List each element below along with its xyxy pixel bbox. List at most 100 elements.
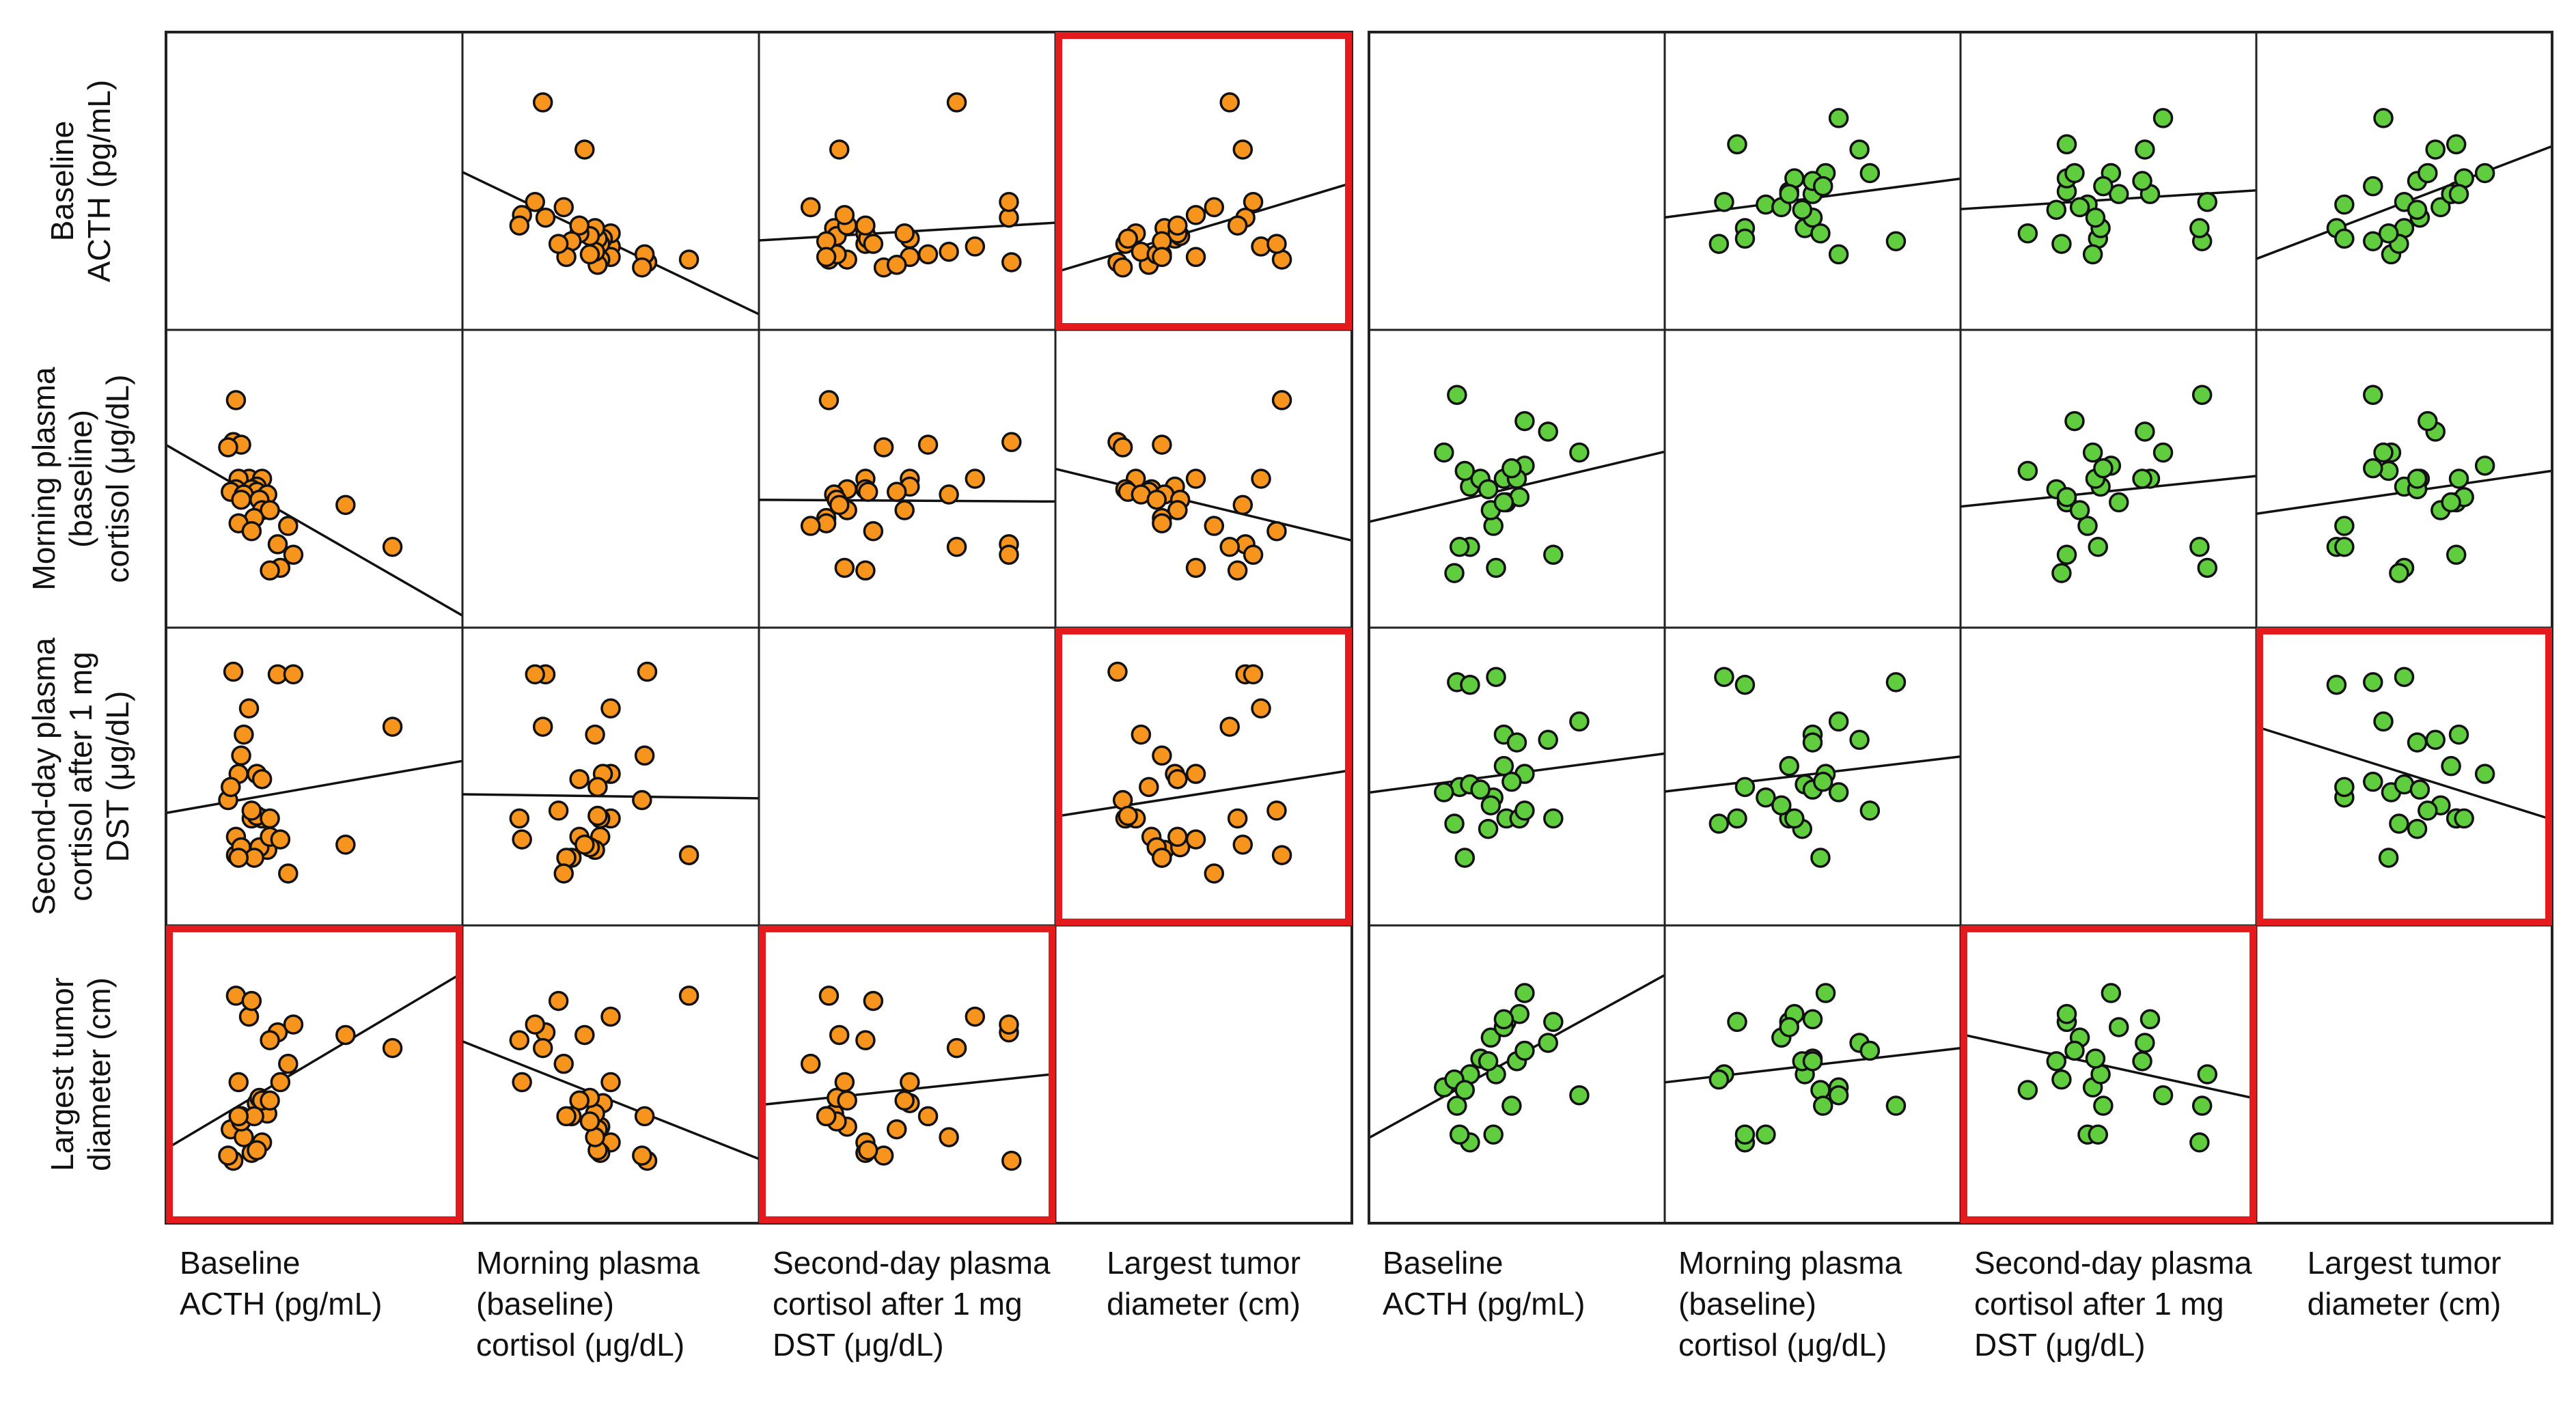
data-point bbox=[1483, 1124, 1504, 1145]
data-point bbox=[335, 1024, 356, 1046]
data-point bbox=[1107, 661, 1128, 682]
data-point bbox=[2446, 134, 2467, 155]
data-point bbox=[2135, 421, 2155, 442]
data-point bbox=[225, 390, 247, 410]
data-point bbox=[2197, 557, 2218, 578]
data-point bbox=[965, 469, 986, 489]
cell-frame bbox=[165, 626, 464, 927]
row-label-line: Morning plasma bbox=[26, 367, 61, 591]
data-point bbox=[999, 1014, 1019, 1035]
data-point bbox=[1185, 557, 1206, 578]
cell-left-r0-c3 bbox=[1054, 31, 1353, 331]
cell-left-r3-c0 bbox=[165, 924, 464, 1225]
data-point bbox=[2441, 755, 2461, 777]
data-point bbox=[1812, 1095, 1833, 1116]
row-label-line: ACTH (pg/mL) bbox=[81, 80, 117, 282]
data-point bbox=[283, 1014, 304, 1035]
data-point bbox=[1538, 421, 1558, 442]
cell-right-r1-c1 bbox=[1663, 329, 1962, 629]
data-point bbox=[1708, 1069, 1730, 1090]
data-point bbox=[1185, 469, 1206, 489]
data-point bbox=[1569, 1085, 1590, 1106]
regression-line bbox=[165, 759, 463, 815]
cell-right-r3-c0 bbox=[1368, 924, 1666, 1225]
data-point bbox=[1185, 764, 1206, 784]
data-point bbox=[946, 537, 967, 557]
data-point bbox=[1569, 711, 1590, 732]
data-point bbox=[1543, 808, 1564, 829]
data-point bbox=[632, 257, 652, 278]
data-point bbox=[1271, 390, 1292, 410]
data-point bbox=[1152, 513, 1172, 533]
data-point bbox=[1219, 716, 1240, 737]
data-point bbox=[2139, 1009, 2161, 1030]
data-point bbox=[1708, 813, 1730, 834]
data-point bbox=[1779, 184, 1799, 204]
data-point bbox=[1501, 458, 1522, 479]
data-point bbox=[270, 829, 291, 850]
data-point bbox=[1714, 191, 1734, 212]
data-point bbox=[553, 863, 574, 884]
cell-left-r2-c1 bbox=[461, 626, 760, 927]
data-point bbox=[1434, 782, 1454, 802]
data-point bbox=[1810, 223, 1831, 244]
row-label-line: cortisol (μg/dL) bbox=[100, 374, 135, 583]
column-label-line: ACTH (pg/mL) bbox=[180, 1286, 382, 1322]
data-point bbox=[2363, 458, 2383, 479]
column-label-line: ACTH (pg/mL) bbox=[1383, 1286, 1585, 1322]
data-point bbox=[1434, 442, 1454, 463]
data-point bbox=[2418, 410, 2438, 432]
data-point bbox=[829, 1024, 850, 1046]
cell-frame bbox=[1959, 626, 2258, 927]
data-point bbox=[946, 1037, 967, 1059]
data-point bbox=[1185, 247, 1206, 268]
cell-frame bbox=[461, 31, 760, 331]
cell-left-r2-c0 bbox=[165, 626, 464, 927]
cell-left-r0-c0 bbox=[165, 31, 464, 331]
cell-right-r0-c0 bbox=[1368, 31, 1666, 331]
data-point bbox=[816, 1106, 837, 1127]
data-point bbox=[834, 557, 855, 578]
data-point bbox=[1449, 537, 1470, 557]
cell-frame bbox=[1959, 329, 2258, 629]
data-point bbox=[2069, 197, 2090, 218]
highlight-box bbox=[1055, 628, 1352, 925]
data-point bbox=[863, 520, 884, 542]
data-point bbox=[228, 848, 249, 868]
data-point bbox=[553, 1053, 574, 1074]
column-label-line: diameter (cm) bbox=[1107, 1286, 1301, 1322]
data-point bbox=[2334, 194, 2355, 215]
cell-right-r3-c1 bbox=[1663, 924, 1962, 1225]
data-point bbox=[1001, 252, 1022, 273]
data-point bbox=[2191, 1095, 2213, 1116]
data-point bbox=[1227, 808, 1248, 829]
data-point bbox=[678, 845, 700, 865]
cell-left-r1-c0 bbox=[165, 329, 464, 629]
data-point bbox=[1514, 1040, 1535, 1061]
data-point bbox=[241, 990, 262, 1011]
data-point bbox=[1112, 437, 1133, 458]
data-point bbox=[1185, 829, 1206, 850]
data-point bbox=[335, 494, 356, 516]
data-point bbox=[218, 1145, 238, 1166]
cell-frame bbox=[165, 31, 464, 331]
column-labels: Baseline ACTH (pg/mL) Morning plasma (basel… bbox=[180, 1245, 2501, 1363]
data-point bbox=[1152, 247, 1172, 268]
data-point bbox=[2108, 492, 2129, 513]
data-point bbox=[965, 236, 986, 257]
data-point bbox=[2389, 813, 2409, 834]
data-point bbox=[2407, 818, 2428, 839]
data-point bbox=[1271, 845, 1292, 865]
data-point bbox=[600, 1006, 621, 1027]
data-point bbox=[837, 1090, 857, 1111]
data-point bbox=[218, 437, 238, 458]
data-point bbox=[1152, 848, 1172, 868]
cell-frame bbox=[165, 924, 464, 1225]
data-point bbox=[238, 698, 260, 718]
data-point bbox=[1266, 800, 1287, 821]
data-point bbox=[634, 1106, 655, 1127]
data-point bbox=[1714, 667, 1734, 687]
data-point bbox=[1815, 983, 1836, 1003]
data-point bbox=[585, 724, 605, 745]
data-point bbox=[1251, 698, 1271, 718]
